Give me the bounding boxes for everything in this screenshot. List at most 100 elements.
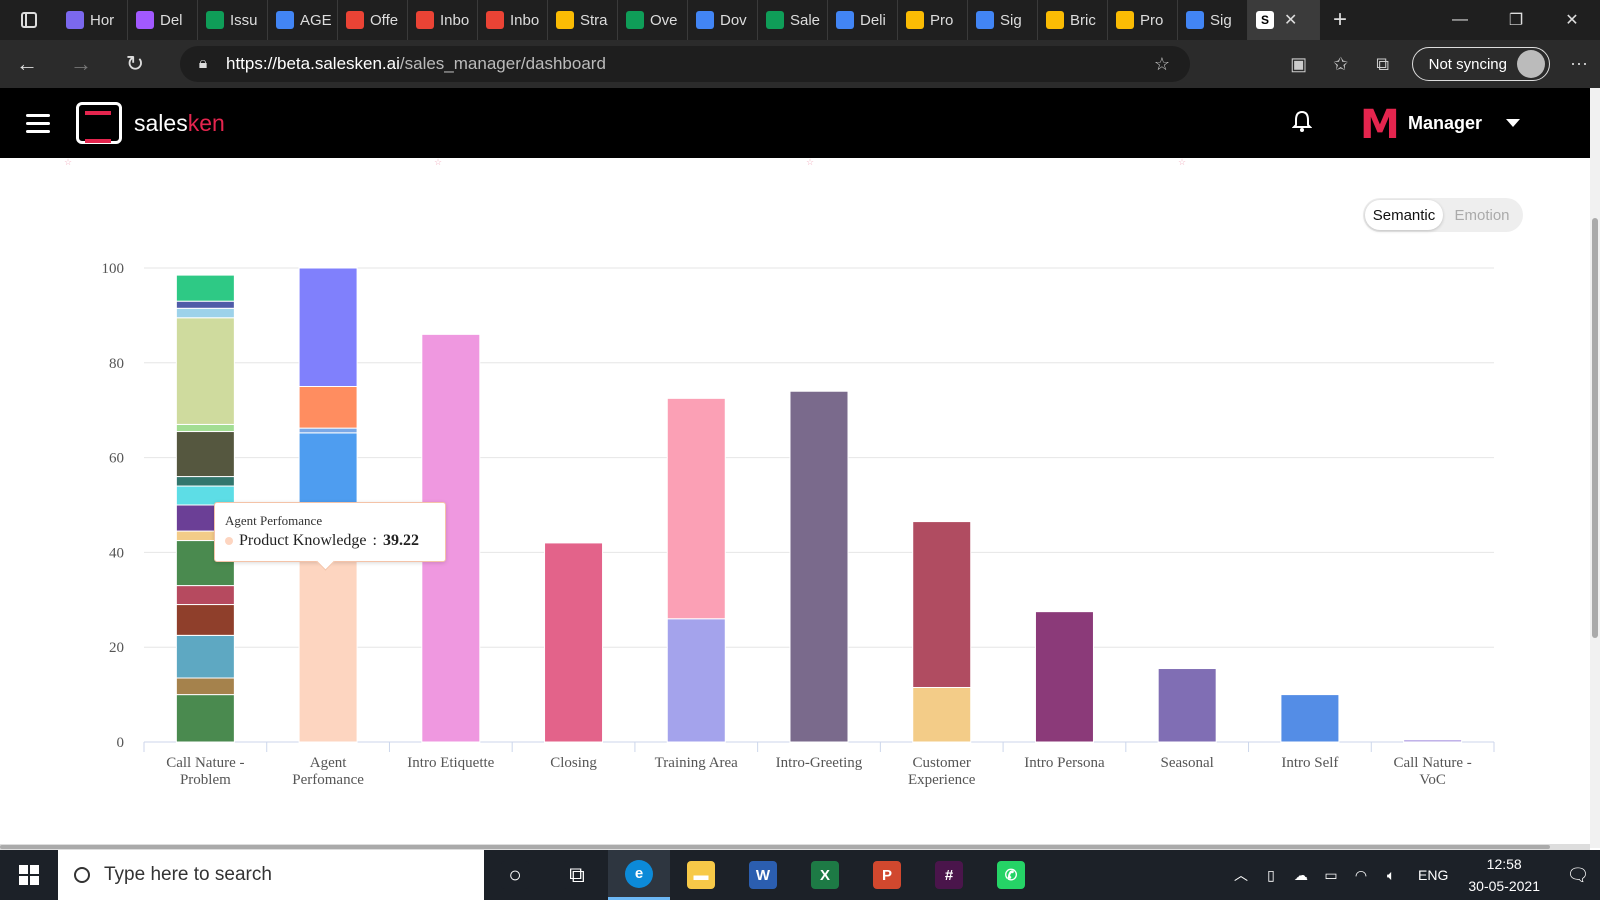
favorites-icon[interactable]: ✩	[1333, 53, 1349, 74]
browser-tab[interactable]: Sig	[968, 0, 1038, 40]
user-menu-caret-icon[interactable]	[1506, 119, 1520, 127]
hamburger-menu-icon[interactable]	[26, 113, 50, 133]
bar-segment[interactable]	[175, 585, 235, 606]
toggle-emotion[interactable]: Emotion	[1454, 206, 1510, 224]
tab-actions-menu-button[interactable]	[0, 0, 58, 40]
show-hidden-icons-icon[interactable]: ︿	[1234, 867, 1249, 883]
whatsapp-taskbar-button[interactable]: ✆	[980, 850, 1042, 900]
profile-sync-button[interactable]: Not syncing	[1411, 47, 1550, 81]
task-view-taskbar-button[interactable]: ⧉	[546, 850, 608, 900]
tooltip-series-dot-icon	[225, 537, 233, 545]
toggle-semantic[interactable]: Semantic	[1365, 200, 1443, 230]
browser-tab[interactable]: Sale	[758, 0, 828, 40]
browser-tab[interactable]: Bric	[1038, 0, 1108, 40]
volume-icon[interactable]: 🔈︎	[1386, 866, 1396, 883]
browser-tab[interactable]: AGE	[268, 0, 338, 40]
browser-tab[interactable]: Pro	[1108, 0, 1178, 40]
bar-segment[interactable]	[666, 397, 726, 620]
notification-bell-icon[interactable]	[1292, 110, 1312, 132]
browser-tab[interactable]: Offe	[338, 0, 408, 40]
excel-taskbar-button[interactable]: X	[794, 850, 856, 900]
battery-icon[interactable]: ▭	[1324, 866, 1338, 883]
restore-button[interactable]: ❐	[1508, 12, 1524, 29]
browser-tab[interactable]: Ove	[618, 0, 688, 40]
browser-tab[interactable]: Del	[128, 0, 198, 40]
bar-segment[interactable]	[175, 694, 235, 743]
lock-icon[interactable]: 🔒︎	[198, 55, 208, 72]
taskbar-search-box[interactable]: Type here to search	[58, 850, 484, 900]
bar-segment[interactable]	[175, 423, 235, 433]
bar-segment[interactable]	[544, 542, 604, 743]
browser-tab[interactable]: Pro	[898, 0, 968, 40]
browser-tab[interactable]: Inbo	[478, 0, 548, 40]
refresh-button[interactable]: ↻	[125, 51, 145, 76]
collections-icon[interactable]: ⧉	[1376, 53, 1390, 74]
bar-segment[interactable]	[175, 604, 235, 636]
bar-segment[interactable]	[666, 618, 726, 743]
bar-segment[interactable]	[298, 555, 358, 743]
bar-segment[interactable]	[1034, 611, 1094, 743]
taskbar-clock[interactable]: 12:58 30-05-2021	[1468, 853, 1540, 897]
bar-segment[interactable]	[298, 386, 358, 429]
explorer-taskbar-button[interactable]: ▬	[670, 850, 732, 900]
bar-segment[interactable]	[175, 677, 235, 696]
cortana-taskbar-button[interactable]: ○	[484, 850, 546, 900]
bar-segment[interactable]	[298, 427, 358, 434]
browser-tab[interactable]: Deli	[828, 0, 898, 40]
bar-segment[interactable]	[1280, 694, 1340, 743]
browser-tab[interactable]: Sig	[1178, 0, 1248, 40]
language-indicator[interactable]: ENG	[1418, 867, 1449, 883]
bar-segment[interactable]	[912, 521, 972, 688]
horizontal-scroll-thumb[interactable]	[0, 845, 1550, 849]
bar-segment[interactable]	[789, 390, 849, 743]
close-tab-icon[interactable]: ✕	[1284, 12, 1298, 29]
collections-extension-icon[interactable]: ▣	[1290, 53, 1308, 74]
slack-taskbar-button[interactable]: #	[918, 850, 980, 900]
bar-segment[interactable]	[175, 634, 235, 679]
word-taskbar-button[interactable]: W	[732, 850, 794, 900]
bar-segment[interactable]	[175, 431, 235, 478]
bar-segment[interactable]	[912, 686, 972, 743]
x-tick-label: Training Area	[655, 755, 739, 771]
start-button[interactable]	[0, 850, 58, 900]
browser-tab[interactable]: Hor	[58, 0, 128, 40]
settings-more-icon[interactable]: ⋯	[1570, 53, 1588, 74]
edge-taskbar-button[interactable]: e	[608, 850, 670, 900]
user-avatar[interactable]: M	[1360, 102, 1400, 148]
bar-segment[interactable]	[298, 267, 358, 387]
browser-tab[interactable]: Inbo	[408, 0, 478, 40]
browser-tab[interactable]: Dov	[688, 0, 758, 40]
device-icon[interactable]: ▯	[1267, 866, 1275, 883]
address-bar[interactable]: 🔒︎ https://beta.salesken.ai/sales_manage…	[180, 46, 1190, 82]
bar-segment[interactable]	[175, 300, 235, 309]
tab-label: Sale	[790, 11, 821, 29]
url-text[interactable]: https://beta.salesken.ai/sales_manager/d…	[226, 54, 606, 74]
wifi-icon[interactable]: ◠	[1354, 866, 1368, 883]
windows-taskbar: Type here to search ○ ⧉ e ▬ W X P # ✆ ︿ ▯ ☁ ▭ ◠ …	[0, 850, 1600, 900]
bar-segment[interactable]	[1157, 668, 1217, 743]
vertical-scroll-thumb[interactable]	[1592, 218, 1598, 638]
bar-segment[interactable]	[175, 476, 235, 487]
bar-segment[interactable]	[175, 317, 235, 425]
drive-icon	[1116, 11, 1134, 29]
tab-active[interactable]: S ✕	[1248, 0, 1320, 40]
minimize-button[interactable]: ―	[1452, 11, 1468, 28]
forward-button[interactable]: →	[70, 51, 92, 76]
add-favorite-icon[interactable]: ☆	[1153, 53, 1170, 74]
bar-segment[interactable]	[175, 307, 235, 319]
new-tab-button[interactable]: +	[1332, 6, 1347, 33]
x-tick-label: Call Nature -	[1393, 755, 1471, 771]
back-button[interactable]: ←	[16, 51, 38, 76]
powerpoint-taskbar-button[interactable]: P	[856, 850, 918, 900]
vertical-scrollbar[interactable]	[1590, 88, 1600, 848]
bar-segment[interactable]	[175, 274, 235, 302]
browser-tab[interactable]: Stra	[548, 0, 618, 40]
onedrive-icon[interactable]: ☁	[1294, 866, 1309, 883]
bar-segment[interactable]	[1403, 739, 1463, 743]
user-role-label[interactable]: Manager	[1408, 113, 1483, 133]
browser-tab[interactable]: Issu	[198, 0, 268, 40]
x-tick-label: Call Nature -	[166, 755, 244, 771]
notification-center-icon[interactable]: 🗨︎	[1566, 864, 1590, 885]
close-window-button[interactable]: ✕	[1565, 12, 1579, 29]
horizontal-scrollbar[interactable]	[0, 844, 1590, 850]
